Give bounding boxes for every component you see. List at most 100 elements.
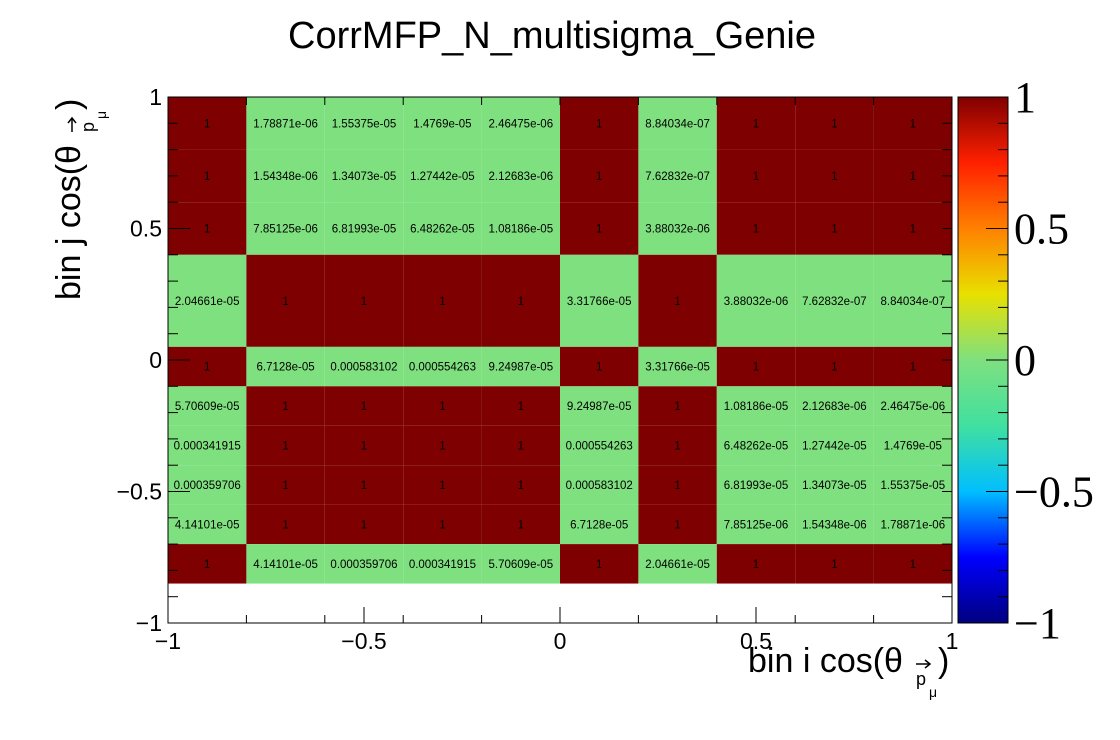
heatmap-cell bbox=[560, 504, 639, 545]
cell-value-label: 0.000554263 bbox=[409, 362, 476, 374]
cell-value-label: 1 bbox=[596, 171, 602, 183]
y-tick-label: 1 bbox=[149, 84, 162, 110]
heatmap-cell bbox=[560, 97, 639, 150]
cell-value-label: 1.34073e-05 bbox=[802, 480, 867, 492]
cell-value-label: 1 bbox=[753, 118, 759, 130]
cell-value-label: 5.70609e-05 bbox=[489, 559, 554, 571]
heatmap-cell bbox=[560, 465, 639, 505]
heatmap-cell bbox=[324, 346, 404, 387]
heatmap-cell bbox=[873, 504, 952, 545]
cell-value-label: 1 bbox=[361, 440, 367, 452]
heatmap-cell bbox=[638, 544, 717, 584]
heatmap-cell bbox=[716, 202, 796, 255]
heatmap-cell bbox=[168, 544, 247, 584]
heatmap-cell bbox=[716, 544, 796, 584]
heatmap-cell bbox=[168, 504, 247, 545]
heatmap-cell bbox=[873, 149, 952, 203]
heatmap-cell bbox=[168, 346, 247, 387]
cell-value-label: 1 bbox=[674, 480, 680, 492]
heatmap-cell bbox=[324, 254, 404, 347]
x-axis-label-subsub: μ bbox=[929, 684, 937, 700]
heatmap-cell bbox=[246, 254, 325, 347]
heatmap-cell bbox=[716, 97, 796, 150]
x-axis-label-main: bin i cos(θ bbox=[748, 642, 903, 680]
heatmap-cell bbox=[168, 254, 247, 347]
cell-value-label: 1 bbox=[518, 296, 524, 308]
heatmap-cell bbox=[795, 386, 874, 426]
heatmap-cell bbox=[795, 202, 874, 255]
cell-value-label: 1.54348e-06 bbox=[802, 519, 867, 531]
heatmap-cell bbox=[716, 346, 796, 387]
heatmap-cell bbox=[795, 544, 874, 584]
cell-value-label: 1 bbox=[596, 559, 602, 571]
heatmap-cell bbox=[481, 465, 560, 505]
heatmap-cell bbox=[873, 202, 952, 255]
heatmap-cell bbox=[403, 425, 482, 466]
heatmap-cell bbox=[716, 425, 796, 466]
cell-value-label: 1 bbox=[361, 296, 367, 308]
cell-value-label: 1 bbox=[910, 118, 916, 130]
y-axis-ticks: −1 −0.5 0 0.5 1 bbox=[117, 84, 952, 636]
heatmap-cell bbox=[246, 544, 325, 584]
heatmap-cell bbox=[481, 254, 560, 347]
cell-value-label: 1.08186e-05 bbox=[489, 224, 554, 236]
cell-value-label: 1 bbox=[204, 559, 210, 571]
chart-title: CorrMFP_N_multisigma_Genie bbox=[288, 15, 816, 57]
cell-value-label: 1 bbox=[439, 401, 445, 413]
cell-value-label: 1 bbox=[204, 224, 210, 236]
y-tick-label: −1 bbox=[136, 610, 162, 636]
cell-value-label: 1 bbox=[282, 440, 288, 452]
colorbar-tick-label: −1 bbox=[1014, 599, 1061, 648]
y-axis-label-subsub: μ bbox=[93, 111, 109, 119]
cell-value-label: 1 bbox=[361, 401, 367, 413]
cell-value-label: 1.78871e-06 bbox=[253, 118, 318, 130]
cell-value-label: 1 bbox=[596, 362, 602, 374]
cell-value-label: 1 bbox=[361, 519, 367, 531]
heatmap-cell bbox=[168, 465, 247, 505]
heatmap-cell bbox=[246, 386, 325, 426]
heatmap-cell bbox=[638, 149, 717, 203]
cell-value-label: 4.14101e-05 bbox=[175, 519, 240, 531]
heatmap-cell bbox=[638, 386, 717, 426]
y-axis-label-sub: p bbox=[78, 122, 98, 132]
cell-value-label: 6.81993e-05 bbox=[724, 480, 789, 492]
cell-value-label: 1 bbox=[753, 224, 759, 236]
heatmap-cell bbox=[481, 97, 560, 150]
cell-value-label: 1.55375e-05 bbox=[332, 118, 397, 130]
cell-value-label: 7.62832e-07 bbox=[802, 296, 867, 308]
x-tick-label: −0.5 bbox=[341, 628, 386, 654]
heatmap-cell bbox=[481, 346, 560, 387]
cell-value-label: 0.000554263 bbox=[566, 440, 633, 452]
cell-value-label: 0.000359706 bbox=[330, 559, 397, 571]
cell-value-label: 4.14101e-05 bbox=[253, 559, 318, 571]
cell-value-label: 1 bbox=[439, 480, 445, 492]
heatmap-cell bbox=[873, 346, 952, 387]
cell-value-label: 1.27442e-05 bbox=[802, 440, 867, 452]
heatmap-cell bbox=[246, 149, 325, 203]
x-axis-label-arrowhead bbox=[924, 659, 932, 669]
heatmap-cell bbox=[168, 97, 247, 150]
heatmap-cell bbox=[795, 465, 874, 505]
cell-value-label: 1 bbox=[282, 519, 288, 531]
cell-value-label: 1.34073e-05 bbox=[332, 171, 397, 183]
heatmap-cell bbox=[403, 465, 482, 505]
cell-value-label: 1 bbox=[831, 362, 837, 374]
heatmap-cell bbox=[481, 504, 560, 545]
cell-value-label: 0.000583102 bbox=[566, 480, 633, 492]
heatmap-cell bbox=[716, 386, 796, 426]
heatmap-cell bbox=[403, 346, 482, 387]
cell-value-label: 1 bbox=[753, 362, 759, 374]
heatmap-cell bbox=[638, 425, 717, 466]
heatmap-cell bbox=[873, 254, 952, 347]
heatmap-cell bbox=[716, 149, 796, 203]
cell-value-label: 1 bbox=[674, 401, 680, 413]
cell-value-label: 1.27442e-05 bbox=[410, 171, 475, 183]
cell-value-label: 0.000583102 bbox=[330, 362, 397, 374]
heatmap-cell bbox=[716, 254, 796, 347]
cell-value-label: 8.84034e-07 bbox=[645, 118, 710, 130]
heatmap-cell bbox=[246, 504, 325, 545]
heatmap-cell bbox=[481, 386, 560, 426]
cell-value-label: 6.7128e-05 bbox=[256, 362, 314, 374]
heatmap-cell bbox=[795, 425, 874, 466]
